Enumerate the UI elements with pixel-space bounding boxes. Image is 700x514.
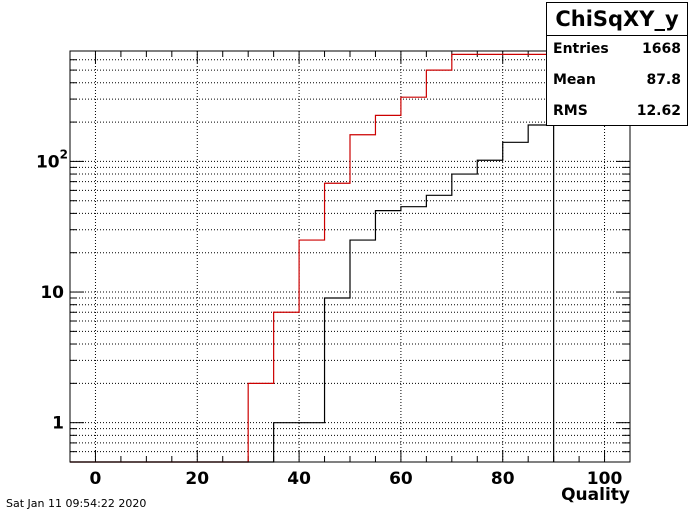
x-tick-label: 60 bbox=[389, 469, 413, 489]
entries-label: Entries bbox=[553, 41, 609, 57]
entries-value: 1668 bbox=[642, 41, 681, 57]
stats-title: ChiSqXY_y bbox=[547, 3, 687, 36]
x-axis-title: Quality bbox=[561, 485, 630, 505]
x-tick-labels: 0 20 40 60 80 100 bbox=[90, 469, 623, 489]
stats-rms-row: RMS 12.62 bbox=[553, 103, 681, 123]
x-tick-label: 40 bbox=[287, 469, 311, 489]
y-tick-labels: 1 10 102 bbox=[36, 147, 68, 433]
x-tick-label: 80 bbox=[491, 469, 515, 489]
y-tick-label: 1 bbox=[52, 414, 64, 434]
x-tick-label: 100 bbox=[587, 469, 623, 489]
stats-box: ChiSqXY_y Entries 1668 Mean 87.8 RMS 12.… bbox=[546, 2, 688, 126]
timestamp-footer: Sat Jan 11 09:54:22 2020 bbox=[6, 497, 147, 510]
rms-value: 12.62 bbox=[636, 103, 681, 119]
series-0-step-line bbox=[70, 53, 630, 463]
histogram-series bbox=[70, 53, 630, 463]
x-tick-label: 20 bbox=[185, 469, 209, 489]
rms-label: RMS bbox=[553, 103, 588, 119]
y-tick-label: 10 bbox=[40, 283, 64, 303]
x-tick-label: 0 bbox=[90, 469, 102, 489]
mean-value: 87.8 bbox=[646, 72, 681, 88]
series-1-step-line bbox=[70, 124, 555, 463]
y-tick-label: 102 bbox=[36, 147, 68, 172]
stats-entries-row: Entries 1668 bbox=[553, 41, 681, 61]
stats-mean-row: Mean 87.8 bbox=[553, 72, 681, 92]
mean-label: Mean bbox=[553, 72, 596, 88]
